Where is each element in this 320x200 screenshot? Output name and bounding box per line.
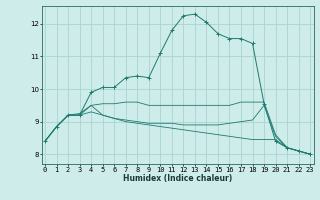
X-axis label: Humidex (Indice chaleur): Humidex (Indice chaleur) bbox=[123, 174, 232, 183]
